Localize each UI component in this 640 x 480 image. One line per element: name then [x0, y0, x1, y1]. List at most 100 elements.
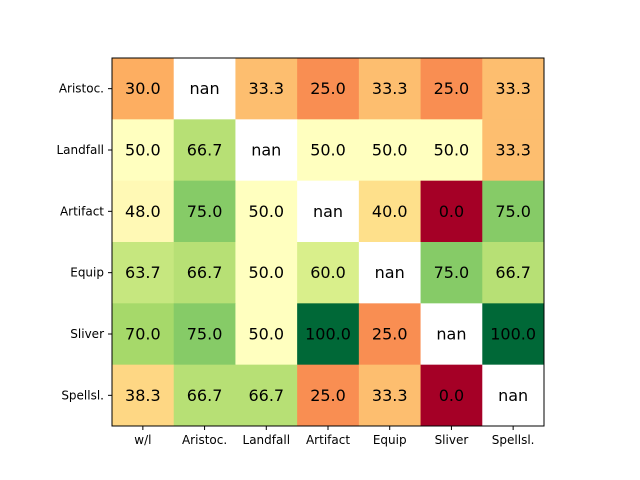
- heatmap-cell-value: 50.0: [310, 141, 346, 160]
- heatmap-cell-value: 75.0: [187, 202, 223, 221]
- heatmap-cell-value: 66.7: [187, 386, 223, 405]
- heatmap-cell-value: 25.0: [310, 79, 346, 98]
- heatmap-cell: [235, 180, 298, 243]
- heatmap-cell: [358, 364, 422, 427]
- heatmap-cell: [420, 242, 483, 304]
- heatmap-cell-value: 33.3: [495, 79, 531, 98]
- heatmap-cell: [358, 180, 422, 243]
- x-tick-label: Spellsl.: [492, 433, 535, 447]
- heatmap-cell: [297, 303, 360, 366]
- x-tick-label: Sliver: [435, 433, 469, 447]
- y-tick-label: Landfall: [56, 143, 104, 157]
- heatmap-cell-value: 50.0: [372, 141, 408, 160]
- heatmap-cell: [235, 242, 298, 304]
- heatmap-cell: [173, 180, 236, 243]
- heatmap-cell: [173, 364, 236, 427]
- heatmap-cell-value: 50.0: [248, 263, 284, 282]
- heatmap-cell-value: 33.3: [495, 141, 531, 160]
- x-tick-label: Equip: [373, 433, 407, 447]
- heatmap-cell: [420, 303, 483, 366]
- heatmap-cell: [358, 58, 422, 120]
- heatmap-cell: [420, 364, 483, 427]
- y-axis: Aristoc. Landfall Artifact Equip Sliver Spell…: [56, 82, 112, 402]
- heatmap-cell-value: 33.3: [372, 386, 408, 405]
- heatmap-cell: [112, 364, 175, 427]
- heatmap-cell-value: 0.0: [439, 202, 464, 221]
- heatmap-cell: [173, 58, 236, 120]
- heatmap-cell-value: 40.0: [372, 202, 408, 221]
- y-tick-label: Equip: [70, 266, 104, 280]
- heatmap-cell-value: 70.0: [125, 325, 161, 344]
- heatmap-cell: [482, 119, 545, 182]
- heatmap-cell: [297, 364, 360, 427]
- heatmap-cell: [482, 303, 545, 366]
- heatmap-cell-value: 75.0: [187, 325, 223, 344]
- heatmap-cell: [420, 58, 483, 120]
- heatmap-cell-labels: 30.0 nan 33.3 25.0 33.3 25.0 33.3 50.0 66.7 nan 50…: [125, 79, 536, 405]
- heatmap-cell: [235, 119, 298, 182]
- heatmap-cell-value: nan: [498, 386, 528, 405]
- heatmap-cell: [482, 58, 545, 120]
- heatmap-cell-value: nan: [436, 325, 466, 344]
- heatmap-cell-value: 50.0: [248, 325, 284, 344]
- heatmap-cell: [482, 242, 545, 304]
- y-tick-label: Spellsl.: [61, 388, 104, 402]
- x-tick-label: Aristoc.: [182, 433, 227, 447]
- heatmap-cell-value: 30.0: [125, 79, 161, 98]
- heatmap-cell: [297, 58, 360, 120]
- heatmap-cell: [112, 58, 175, 120]
- heatmap-cell-value: 50.0: [434, 141, 470, 160]
- y-tick-label: Aristoc.: [59, 82, 104, 96]
- x-tick-label: Artifact: [306, 433, 350, 447]
- heatmap-cell-value: 60.0: [310, 263, 346, 282]
- heatmap-cell-value: 50.0: [125, 141, 161, 160]
- x-axis: w/l Aristoc. Landfall Artifact Equip Sliver Sp…: [134, 426, 534, 447]
- heatmap-cell-value: 33.3: [372, 79, 408, 98]
- heatmap-cell: [112, 180, 175, 243]
- heatmap-cell-value: 50.0: [248, 202, 284, 221]
- heatmap-cell: [173, 303, 236, 366]
- heatmap-cell: [235, 364, 298, 427]
- heatmap-cell: [482, 364, 545, 427]
- heatmap-cell-value: 66.7: [495, 263, 531, 282]
- heatmap-cell-value: 25.0: [434, 79, 470, 98]
- x-tick-label: w/l: [134, 433, 151, 447]
- heatmap-cell: [420, 180, 483, 243]
- x-tick-label: Landfall: [243, 433, 291, 447]
- heatmap-cell-value: 66.7: [248, 386, 284, 405]
- heatmap-cell: [358, 242, 422, 304]
- heatmap-cell-value: 66.7: [187, 141, 223, 160]
- heatmap-cells: [112, 58, 545, 427]
- heatmap-cell-value: 75.0: [434, 263, 470, 282]
- heatmap-cell-value: 0.0: [439, 386, 464, 405]
- heatmap-cell-value: 48.0: [125, 202, 161, 221]
- heatmap-cell: [297, 180, 360, 243]
- heatmap-cell: [420, 119, 483, 182]
- heatmap-cell: [112, 119, 175, 182]
- heatmap-cell-value: 63.7: [125, 263, 161, 282]
- heatmap-cell-value: 100.0: [305, 325, 351, 344]
- heatmap-cell: [358, 119, 422, 182]
- heatmap-cell-value: nan: [375, 263, 405, 282]
- heatmap-cell: [297, 119, 360, 182]
- heatmap-cell: [482, 180, 545, 243]
- heatmap-cell: [173, 242, 236, 304]
- y-tick-label: Artifact: [60, 204, 104, 218]
- heatmap-cell: [173, 119, 236, 182]
- heatmap-cell-value: nan: [251, 141, 281, 160]
- heatmap-cell-value: nan: [190, 79, 220, 98]
- heatmap-cell-value: 33.3: [248, 79, 284, 98]
- heatmap-cell-value: 25.0: [372, 325, 408, 344]
- heatmap-cell-value: 66.7: [187, 263, 223, 282]
- heatmap-cell: [235, 58, 298, 120]
- heatmap-cell: [112, 242, 175, 304]
- heatmap-cell-value: nan: [313, 202, 343, 221]
- heatmap-cell-value: 38.3: [125, 386, 161, 405]
- heatmap-cell: [112, 303, 175, 366]
- heatmap-cell: [235, 303, 298, 366]
- y-tick-label: Sliver: [70, 327, 104, 341]
- heatmap-cell: [297, 242, 360, 304]
- heatmap-cell: [358, 303, 422, 366]
- heatmap-cell-value: 100.0: [490, 325, 536, 344]
